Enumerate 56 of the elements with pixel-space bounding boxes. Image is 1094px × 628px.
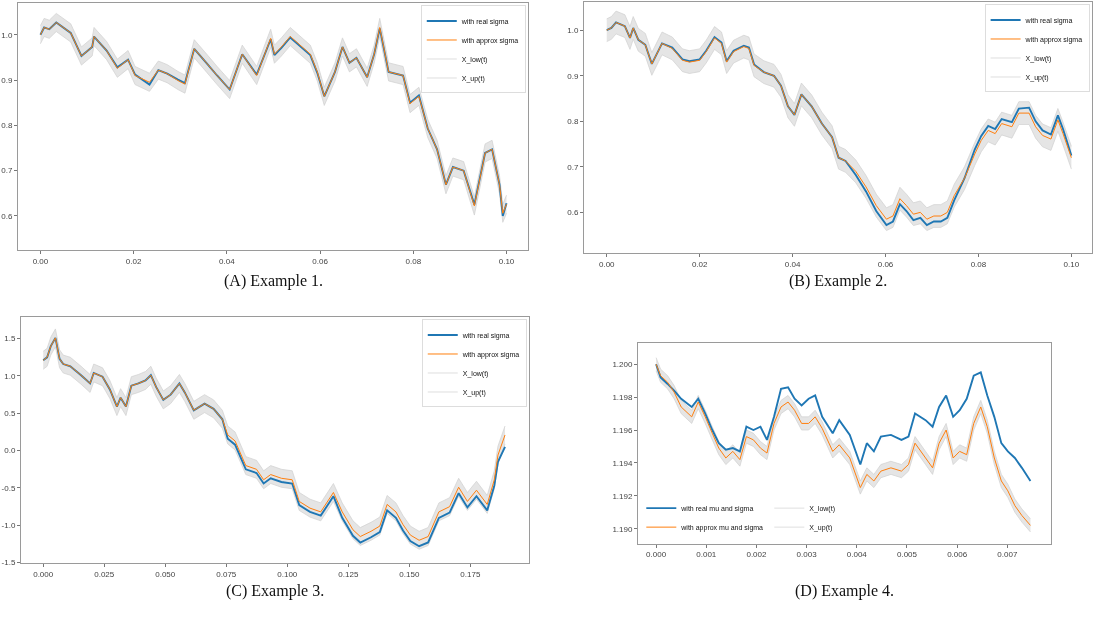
text: (D) Example 4.	[795, 582, 895, 600]
text: (B) Example 2.	[789, 272, 888, 290]
x-tick-label: 0.004	[846, 550, 868, 560]
x-tick-label: 0.005	[896, 550, 918, 560]
y-tick-label: 1.190	[612, 524, 633, 534]
x-tick-label: 0.08	[405, 257, 422, 267]
x-tick-label: 0.000	[33, 570, 54, 580]
x-tick-label: 0.02	[125, 257, 142, 267]
x-tick-label: 0.150	[399, 570, 420, 580]
y-tick-label: 0.7	[1, 166, 13, 176]
y-tick-label: 0.6	[567, 208, 579, 218]
x-tick-label: 0.007	[997, 550, 1018, 560]
x-tick-label: 0.125	[338, 570, 359, 580]
y-tick-label: 0.9	[567, 71, 579, 81]
y-tick-label: -1.5	[1, 558, 16, 568]
y-tick-label: 1.0	[567, 26, 579, 36]
x-tick-label: 0.04	[784, 259, 801, 269]
y-tick-label: 1.196	[612, 425, 633, 435]
y-tick-label: 1.0	[4, 371, 16, 381]
x-tick-label: 0.00	[598, 259, 616, 269]
y-tick-label: 1.194	[612, 458, 633, 468]
x-tick-label: 0.04	[219, 257, 236, 267]
x-tick-label: 0.001	[696, 550, 717, 560]
x-tick-label: 0.003	[796, 550, 818, 560]
y-tick-label: 0.8	[567, 117, 579, 127]
x-tick-label: 0.06	[877, 259, 894, 269]
y-tick-label: 1.198	[612, 392, 633, 402]
x-tick-label: 0.08	[970, 259, 987, 269]
x-tick-label: 0.025	[94, 570, 115, 580]
x-tick-label: 0.10	[1063, 259, 1080, 269]
y-tick-label: -0.5	[1, 483, 16, 493]
y-tick-label: 0.7	[567, 162, 579, 172]
x-tick-label: 0.06	[312, 257, 329, 267]
y-tick-label: 1.200	[612, 360, 633, 370]
line-series	[655, 363, 1032, 482]
y-tick-label: 1.0	[1, 30, 13, 40]
y-tick-label: 0.0	[4, 446, 16, 456]
y-tick-label: 0.6	[1, 211, 13, 221]
x-tick-label: 0.10	[498, 257, 515, 267]
x-tick-label: 0.175	[460, 570, 481, 580]
y-tick-label: 0.8	[1, 121, 13, 131]
y-tick-label: -1.0	[1, 521, 16, 531]
x-tick-label: 0.050	[155, 570, 176, 580]
x-tick-label: 0.002	[746, 550, 768, 560]
x-tick-label: 0.02	[691, 259, 708, 269]
x-tick-label: 0.000	[646, 550, 667, 560]
x-tick-label: 0.075	[216, 570, 237, 580]
y-tick-label: 0.5	[4, 409, 16, 419]
x-tick-label: 0.00	[32, 257, 49, 267]
x-tick-label: 0.006	[947, 550, 968, 560]
text: (C) Example 3.	[226, 582, 325, 600]
x-tick-label: 0.100	[277, 570, 298, 580]
y-tick-label: 0.9	[1, 75, 13, 85]
text: (A) Example 1.	[224, 272, 324, 290]
y-tick-label: 1.192	[612, 491, 633, 501]
y-tick-label: 1.5	[4, 334, 16, 344]
